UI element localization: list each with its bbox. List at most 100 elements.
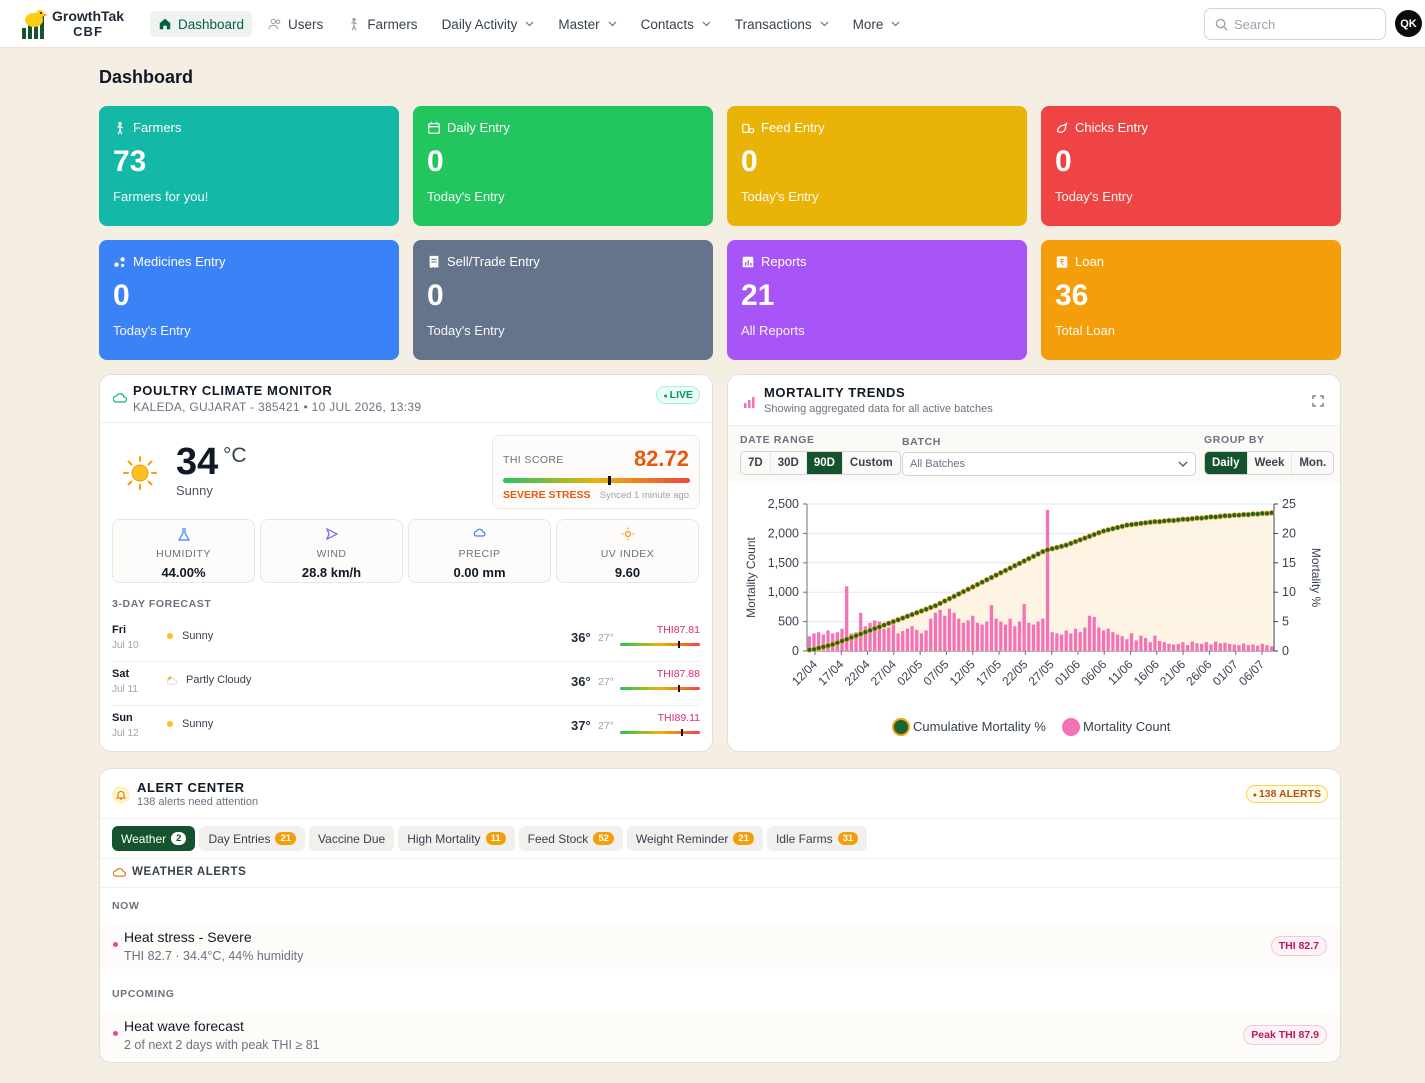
mortality-bar xyxy=(1017,621,1022,651)
nav-label: Dashboard xyxy=(178,16,245,32)
metric-uv-index: UV INDEX 9.60 xyxy=(556,519,699,583)
nav-more[interactable]: More xyxy=(845,11,909,37)
forecast-title: 3-DAY FORECAST xyxy=(112,598,212,610)
nav-transactions[interactable]: Transactions xyxy=(727,11,837,37)
logo-icon xyxy=(22,10,48,39)
chevron-down-icon xyxy=(525,21,534,27)
cumulative-point xyxy=(1222,512,1228,519)
mortality-bar xyxy=(943,615,947,651)
alert-dot xyxy=(113,1031,118,1036)
alert-tab-weather[interactable]: Weather 2 xyxy=(112,826,196,851)
stat-card-loan[interactable]: Loan 36 Total Loan xyxy=(1041,240,1341,360)
cumulative-point xyxy=(843,636,850,643)
cumulative-point xyxy=(1194,515,1200,521)
group-by-daily[interactable]: Daily xyxy=(1205,452,1248,474)
group-by-week[interactable]: Week xyxy=(1248,452,1293,474)
alert-tab-day-entries[interactable]: Day Entries 21 xyxy=(199,826,306,851)
medicine-icon xyxy=(114,256,125,267)
cumulative-point xyxy=(1161,518,1168,524)
forecast-date: Jul 11 xyxy=(112,684,138,695)
x-tick-label: 02/05 xyxy=(894,657,925,688)
nav-daily-activity[interactable]: Daily Activity xyxy=(434,11,543,37)
cumulative-point xyxy=(941,598,948,604)
mortality-bar xyxy=(1087,615,1092,651)
nav-users[interactable]: Users xyxy=(260,11,331,37)
stat-card-sell-trade-entry[interactable]: Sell/Trade Entry 0 Today's Entry xyxy=(413,240,713,360)
cumulative-point xyxy=(1180,516,1186,523)
mortality-bar xyxy=(1008,618,1012,651)
expand-icon[interactable] xyxy=(1312,395,1324,407)
tab-label: High Mortality xyxy=(407,831,481,846)
cumulative-point xyxy=(1040,548,1046,555)
stat-card-reports[interactable]: Reports 21 All Reports xyxy=(727,240,1027,360)
date-range-30d[interactable]: 30D xyxy=(771,452,807,474)
alert-tab-feed-stock[interactable]: Feed Stock 52 xyxy=(518,826,623,851)
stat-card-feed-entry[interactable]: Feed Entry 0 Today's Entry xyxy=(727,106,1027,226)
cumulative-point xyxy=(1175,517,1182,523)
legend-label[interactable]: Mortality Count xyxy=(1083,719,1171,734)
group-by-mon[interactable]: Mon. xyxy=(1299,457,1327,469)
cumulative-point xyxy=(1259,510,1266,517)
legend-swatch[interactable] xyxy=(892,718,910,736)
mortality-bar xyxy=(924,630,928,651)
cloud-icon xyxy=(113,393,127,403)
nav-master[interactable]: Master xyxy=(550,11,624,37)
alert-tab-vaccine-due[interactable]: Vaccine Due xyxy=(309,826,395,851)
mortality-bar xyxy=(1190,641,1194,651)
nav-farmers[interactable]: Farmers xyxy=(339,11,425,37)
card-title: Medicines Entry xyxy=(133,254,226,269)
metric-label: PRECIP xyxy=(458,548,501,560)
search-input[interactable]: Search xyxy=(1204,8,1386,40)
legend-swatch[interactable] xyxy=(1062,718,1080,736)
forecast-condition: Partly Cloudy xyxy=(186,674,252,686)
date-range-7d[interactable]: 7D xyxy=(741,452,771,474)
cumulative-point xyxy=(1114,524,1121,531)
mortality-bar xyxy=(1064,630,1068,651)
cumulative-point xyxy=(932,602,939,609)
cumulative-point xyxy=(811,646,817,653)
batch-select[interactable]: All Batches xyxy=(902,452,1196,476)
date-range-90d[interactable]: 90D xyxy=(806,452,843,474)
cumulative-point xyxy=(965,586,971,593)
stat-card-farmers[interactable]: Farmers 73 Farmers for you! xyxy=(99,106,399,226)
cumulative-point xyxy=(960,588,967,595)
stat-card-daily-entry[interactable]: Daily Entry 0 Today's Entry xyxy=(413,106,713,226)
divider xyxy=(100,858,1340,859)
legend-label[interactable]: Cumulative Mortality % xyxy=(913,719,1046,734)
cumulative-point xyxy=(834,639,841,646)
alert-tab-idle-farms[interactable]: Idle Farms 31 xyxy=(766,826,868,851)
cumulative-point xyxy=(1086,533,1093,540)
alert-tab-high-mortality[interactable]: High Mortality 11 xyxy=(398,826,515,851)
cumulative-point xyxy=(885,620,892,627)
mortality-bar xyxy=(1242,643,1246,651)
app-logo[interactable]: GrowthTak CBF xyxy=(20,8,124,40)
alert-count-text: 138 ALERTS xyxy=(1258,788,1321,800)
y-tick-label: 2,500 xyxy=(768,497,799,511)
alert-item-upcoming[interactable]: Heat wave forecast 2 of next 2 days with… xyxy=(100,1012,1340,1058)
nav-contacts[interactable]: Contacts xyxy=(633,11,719,37)
divider xyxy=(100,422,712,423)
cumulative-point xyxy=(1119,523,1126,530)
x-tick-label: 22/04 xyxy=(842,657,873,688)
y2-tick-label: 0 xyxy=(1282,644,1289,658)
cumulative-point xyxy=(867,627,873,634)
nav-dashboard[interactable]: Dashboard xyxy=(150,11,253,37)
mortality-bar xyxy=(1083,627,1087,651)
cumulative-area xyxy=(809,512,1272,651)
metric-label: WIND xyxy=(316,548,347,560)
climate-location: KALEDA, GUJARAT - 385421 • 10 JUL 2026, … xyxy=(133,400,422,414)
cumulative-point xyxy=(1268,510,1275,516)
mortality-bar xyxy=(1078,632,1082,651)
stat-card-chicks-entry[interactable]: Chicks Entry 0 Today's Entry xyxy=(1041,106,1341,226)
metric-label: HUMIDITY xyxy=(156,548,211,560)
user-avatar[interactable]: QK xyxy=(1395,10,1422,37)
cumulative-point xyxy=(899,615,906,621)
alert-tab-weight-reminder[interactable]: Weight Reminder 21 xyxy=(626,826,763,851)
alert-item-now[interactable]: Heat stress - Severe THI 82.7 · 34.4°C, … xyxy=(100,923,1340,969)
date-range-custom[interactable]: Custom xyxy=(849,457,893,469)
bell-icon-wrap xyxy=(112,786,130,804)
forecast-high: 36° xyxy=(571,630,591,645)
y2-tick-label: 25 xyxy=(1282,497,1296,511)
cumulative-point xyxy=(1184,516,1191,523)
stat-card-medicines-entry[interactable]: Medicines Entry 0 Today's Entry xyxy=(99,240,399,360)
